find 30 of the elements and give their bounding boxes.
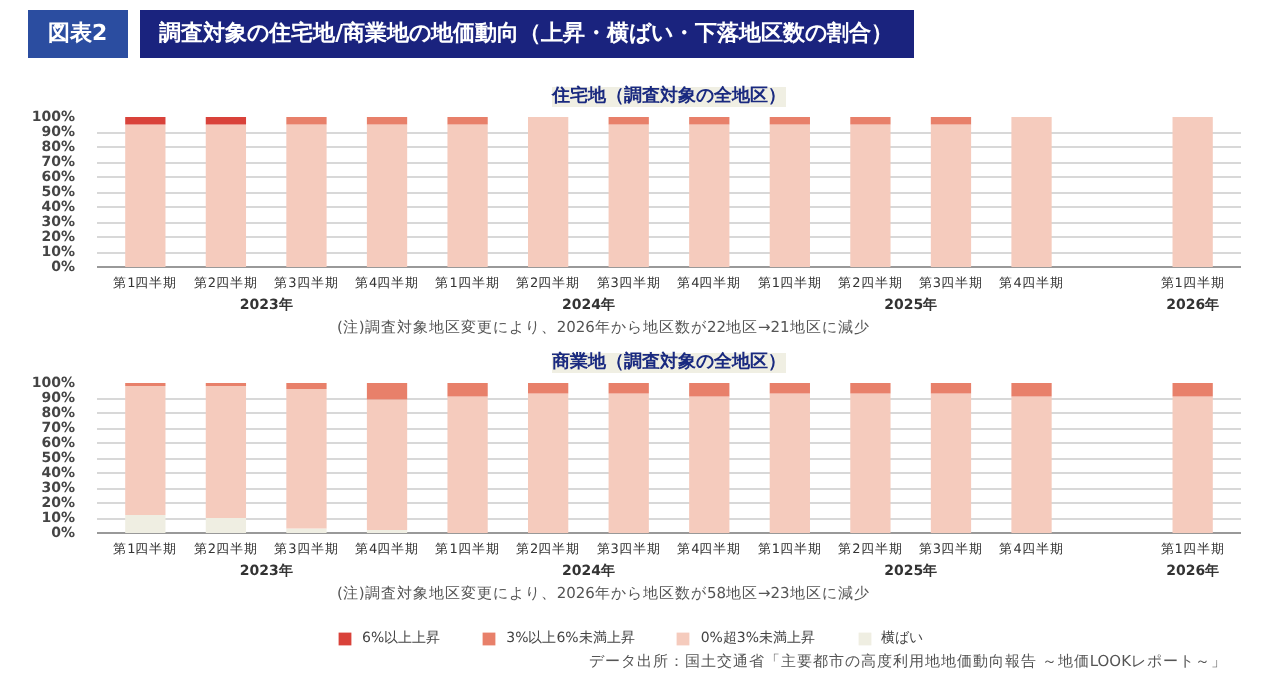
bar — [1011, 396, 1052, 533]
bar — [1172, 383, 1213, 397]
bar — [608, 383, 649, 394]
bar — [1172, 396, 1213, 533]
bar — [689, 396, 730, 533]
chart-title: 調査対象の住宅地/商業地の地価動向（上昇・横ばい・下落地区数の割合） — [139, 10, 914, 58]
bar — [608, 393, 649, 533]
bar — [850, 383, 891, 394]
bar — [930, 383, 972, 394]
bar — [850, 393, 891, 533]
bar — [769, 383, 810, 394]
bar — [366, 383, 408, 400]
bar — [286, 389, 327, 529]
bar — [125, 515, 166, 533]
bar — [689, 383, 730, 397]
text: 図表2 — [28, 10, 128, 58]
chart-subtitle: 住宅地（調査対象の全地区） — [550, 85, 786, 107]
bar — [1011, 383, 1052, 397]
bar — [447, 383, 488, 397]
bar — [366, 399, 408, 530]
bar — [286, 383, 327, 389]
bar — [447, 396, 488, 533]
chart-title: 商業地（調査対象の全地区） — [550, 351, 786, 373]
bar — [528, 393, 569, 533]
bar — [528, 383, 569, 394]
bar — [930, 393, 972, 533]
bar — [205, 518, 247, 533]
bar — [125, 386, 166, 515]
bar — [769, 393, 810, 533]
bar — [205, 386, 247, 518]
